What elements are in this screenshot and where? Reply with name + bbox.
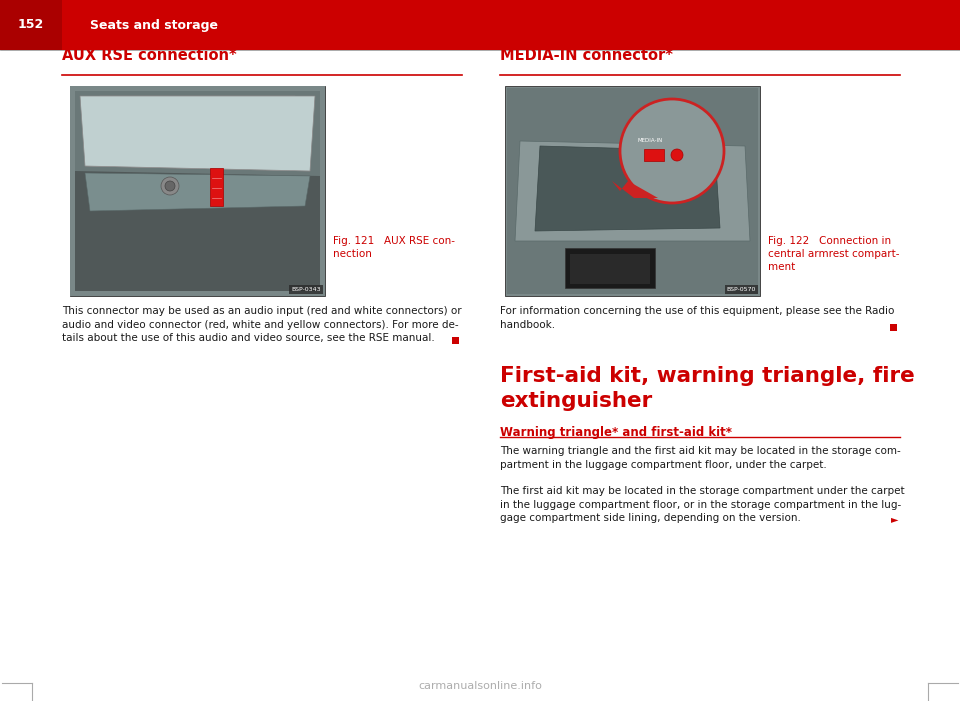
Bar: [505, 86, 760, 296]
Text: 152: 152: [18, 18, 44, 32]
Polygon shape: [80, 96, 315, 171]
Circle shape: [161, 177, 179, 195]
Text: extinguisher: extinguisher: [500, 391, 652, 411]
Text: partment in the luggage compartment floor, under the carpet.: partment in the luggage compartment floo…: [500, 459, 827, 470]
Text: in the luggage compartment floor, or in the storage compartment in the lug-: in the luggage compartment floor, or in …: [500, 500, 901, 510]
Polygon shape: [75, 171, 320, 291]
Bar: [0, 0, 960, 50]
Circle shape: [671, 149, 683, 161]
Bar: [70, 86, 325, 296]
Bar: [452, 337, 459, 344]
Text: First-aid kit, warning triangle, fire: First-aid kit, warning triangle, fire: [500, 366, 915, 386]
Bar: [644, 149, 664, 161]
Circle shape: [620, 99, 724, 203]
Text: nection: nection: [333, 249, 372, 259]
Text: Seats and storage: Seats and storage: [90, 18, 218, 32]
Bar: [0, 0, 62, 50]
Bar: [210, 168, 223, 206]
Text: The first aid kit may be located in the storage compartment under the carpet: The first aid kit may be located in the …: [500, 486, 904, 496]
Text: tails about the use of this audio and video source, see the RSE manual.: tails about the use of this audio and vi…: [62, 333, 435, 343]
Polygon shape: [612, 181, 658, 198]
Text: BSP-0570: BSP-0570: [727, 287, 756, 292]
Text: MEDIA-IN connector*: MEDIA-IN connector*: [500, 48, 673, 63]
Text: central armrest compart-: central armrest compart-: [768, 249, 900, 259]
Text: AUX RSE connection*: AUX RSE connection*: [62, 48, 237, 63]
Text: For information concerning the use of this equipment, please see the Radio: For information concerning the use of th…: [500, 306, 895, 316]
Text: MEDIA-IN: MEDIA-IN: [637, 138, 662, 143]
Polygon shape: [85, 96, 310, 171]
Polygon shape: [535, 146, 720, 231]
Text: handbook.: handbook.: [500, 320, 555, 329]
Bar: [890, 323, 897, 330]
Text: carmanualsonline.info: carmanualsonline.info: [418, 681, 542, 691]
Text: ment: ment: [768, 262, 795, 272]
Polygon shape: [75, 91, 320, 291]
Bar: [565, 248, 655, 288]
Bar: [570, 254, 650, 284]
Text: audio and video connector (red, white and yellow connectors). For more de-: audio and video connector (red, white an…: [62, 320, 459, 329]
Text: Fig. 122   Connection in: Fig. 122 Connection in: [768, 236, 891, 246]
Bar: [507, 88, 758, 294]
Polygon shape: [70, 86, 325, 296]
Text: ►: ►: [891, 514, 898, 524]
Text: The warning triangle and the first aid kit may be located in the storage com-: The warning triangle and the first aid k…: [500, 446, 900, 456]
Circle shape: [165, 181, 175, 191]
Text: This connector may be used as an audio input (red and white connectors) or: This connector may be used as an audio i…: [62, 306, 462, 316]
Text: BSP-0343: BSP-0343: [292, 287, 321, 292]
Text: Fig. 121   AUX RSE con-: Fig. 121 AUX RSE con-: [333, 236, 455, 246]
Polygon shape: [515, 141, 750, 241]
Text: gage compartment side lining, depending on the version.: gage compartment side lining, depending …: [500, 513, 801, 523]
Text: Warning triangle* and first-aid kit*: Warning triangle* and first-aid kit*: [500, 426, 732, 439]
Polygon shape: [85, 173, 310, 211]
